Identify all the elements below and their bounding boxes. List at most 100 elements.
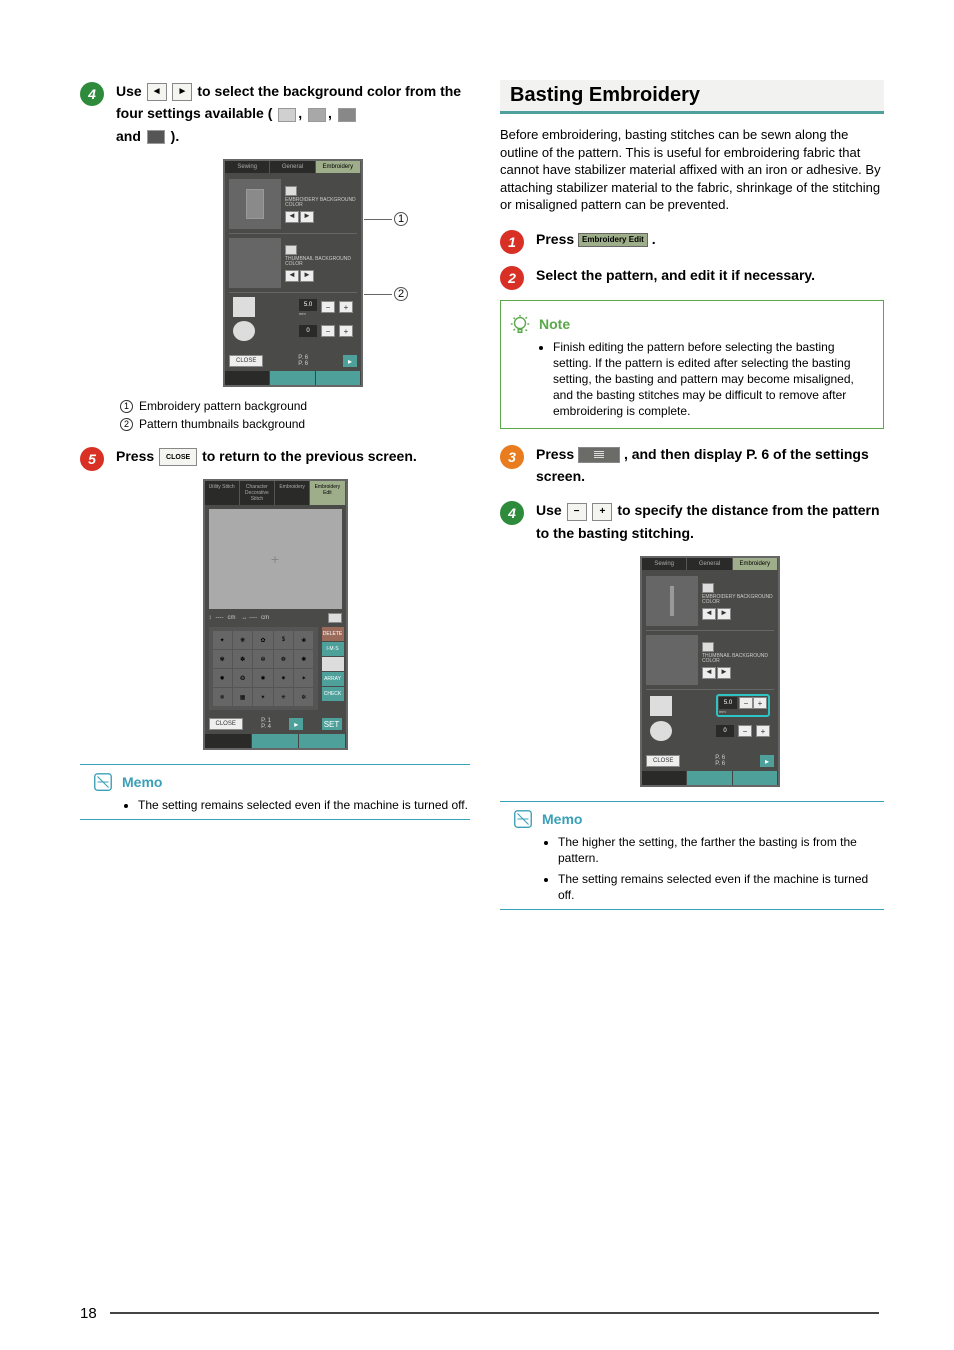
plus-button[interactable]: +	[592, 503, 612, 521]
emb-bg-prev[interactable]: ◄	[285, 211, 299, 223]
arrow-right-button[interactable]: ►	[172, 83, 192, 101]
tab-chardeco[interactable]: Character Decorative Stitch	[240, 481, 275, 505]
rot-minus[interactable]: −	[321, 325, 335, 337]
pattern-cell[interactable]: ▦	[233, 688, 252, 706]
swatch-darkgray	[147, 130, 165, 144]
editor-sidebar: DELETE I·M·S ARRAY CHECK	[322, 623, 346, 714]
pattern-cell[interactable]: ✳	[274, 688, 293, 706]
rotate-icon-r	[650, 721, 672, 741]
tab-embroidery-r[interactable]: Embroidery	[733, 558, 778, 570]
step-3-text: Press , and then display P. 6 of the set…	[536, 443, 884, 488]
thumb-bg-next-r[interactable]: ►	[717, 667, 731, 679]
footer-icon[interactable]	[316, 371, 361, 385]
emb-bg-next[interactable]: ►	[300, 211, 314, 223]
tab-utility[interactable]: Utility Stitch	[205, 481, 240, 505]
pattern-cell[interactable]: ✼	[253, 650, 272, 668]
tab-embroidery[interactable]: Embroidery	[275, 481, 310, 505]
tab-general[interactable]: General	[270, 161, 315, 173]
tab-embroidery[interactable]: Embroidery	[316, 161, 361, 173]
tab-embedit[interactable]: Embroidery Edit	[310, 481, 345, 505]
footer-icon[interactable]	[270, 371, 315, 385]
pattern-cell[interactable]: ✾	[213, 650, 232, 668]
rotate-value: 0	[299, 325, 317, 337]
dist-plus-r[interactable]: +	[753, 697, 767, 709]
ims-button[interactable]: I·M·S	[322, 642, 344, 656]
sidebar-btn[interactable]	[322, 657, 344, 671]
settings-tabs-r: Sewing General Embroidery	[642, 558, 778, 570]
page-indicator-r: P. 6P. 6	[715, 755, 725, 767]
dist-plus[interactable]: +	[339, 301, 353, 313]
step-5-text: Press CLOSE to return to the previous sc…	[116, 445, 470, 467]
tab-sewing[interactable]: Sewing	[225, 161, 270, 173]
pattern-cell[interactable]: $	[274, 631, 293, 649]
label-thumb-bg-r: THUMBNAIL BACKGROUND COLOR	[702, 654, 774, 665]
pattern-cell[interactable]: ❂	[233, 669, 252, 687]
footer-icon[interactable]	[252, 734, 299, 748]
dist-icon	[233, 297, 255, 317]
pattern-cell[interactable]: ✶	[294, 669, 313, 687]
footer-icon[interactable]	[299, 734, 346, 748]
footer-icon[interactable]	[225, 371, 270, 385]
close-button-r[interactable]: CLOSE	[646, 755, 680, 767]
distance-highlight: 5.0 mm − +	[716, 694, 770, 717]
editor-page-next[interactable]: ▸	[289, 718, 303, 730]
check-button[interactable]: CHECK	[322, 687, 344, 701]
text: Use	[116, 83, 146, 99]
footer-icon[interactable]	[733, 771, 778, 785]
editor-close-button[interactable]: CLOSE	[209, 718, 243, 730]
editor-canvas: +	[209, 509, 342, 609]
step-4-right-text: Use − + to specify the distance from the…	[536, 499, 884, 544]
rot-minus-r[interactable]: −	[738, 725, 752, 737]
page-next[interactable]: ▸	[343, 355, 357, 367]
delete-button[interactable]: DELETE	[322, 627, 344, 641]
panel-footer-r	[642, 771, 778, 785]
array-button[interactable]: ARRAY	[322, 672, 344, 686]
pattern-cell[interactable]: ✴	[253, 688, 272, 706]
pattern-cell[interactable]: ✵	[213, 688, 232, 706]
pattern-cell[interactable]: ✷	[274, 669, 293, 687]
memo-title: Memo	[122, 774, 162, 790]
emb-bg-prev-r[interactable]: ◄	[702, 608, 716, 620]
embroidery-edit-button[interactable]: Embroidery Edit	[578, 233, 648, 247]
pattern-cell[interactable]: ✹	[213, 669, 232, 687]
pattern-cell[interactable]: ✿	[253, 631, 272, 649]
memo-item: The higher the setting, the farther the …	[558, 834, 884, 866]
pattern-cell[interactable]: ✦	[213, 631, 232, 649]
step-4-right: 4 Use − + to specify the distance from t…	[500, 499, 884, 544]
footer-icon[interactable]	[205, 734, 252, 748]
arrow-left-button[interactable]: ◄	[147, 83, 167, 101]
pattern-cell[interactable]: ✺	[294, 650, 313, 668]
dist-minus[interactable]: −	[321, 301, 335, 313]
thumb-bg-prev[interactable]: ◄	[285, 270, 299, 282]
page-next-r[interactable]: ▸	[760, 755, 774, 767]
pattern-cell[interactable]: ✲	[294, 688, 313, 706]
text: ).	[171, 128, 180, 144]
zoom-icon[interactable]	[328, 613, 342, 623]
rot-plus[interactable]: +	[339, 325, 353, 337]
pattern-cell[interactable]: ✽	[233, 650, 252, 668]
emb-bg-next-r[interactable]: ►	[717, 608, 731, 620]
settings-list-button[interactable]	[578, 447, 620, 463]
pattern-cell[interactable]: ❁	[274, 650, 293, 668]
pattern-cell[interactable]: ✸	[253, 669, 272, 687]
footer-icon[interactable]	[642, 771, 687, 785]
thumb-bg-next[interactable]: ►	[300, 270, 314, 282]
thumb-bg-prev-r[interactable]: ◄	[702, 667, 716, 679]
set-button[interactable]: SET	[322, 718, 342, 730]
value-row-2: 0 − +	[233, 321, 353, 341]
swatch-gray	[338, 108, 356, 122]
embroidery-preview	[229, 179, 281, 229]
close-inline-button[interactable]: CLOSE	[159, 448, 197, 466]
dist-minus-r[interactable]: −	[739, 697, 753, 709]
minus-button[interactable]: −	[567, 503, 587, 521]
pattern-cell[interactable]: ❋	[233, 631, 252, 649]
rot-plus-r[interactable]: +	[756, 725, 770, 737]
close-button[interactable]: CLOSE	[229, 355, 263, 367]
step-badge-2: 2	[500, 266, 524, 290]
tab-sewing-r[interactable]: Sewing	[642, 558, 687, 570]
page-number: 18	[80, 1305, 97, 1322]
note-item: Finish editing the pattern before select…	[553, 339, 875, 420]
tab-general-r[interactable]: General	[687, 558, 732, 570]
footer-icon[interactable]	[687, 771, 732, 785]
pattern-cell[interactable]: ❀	[294, 631, 313, 649]
